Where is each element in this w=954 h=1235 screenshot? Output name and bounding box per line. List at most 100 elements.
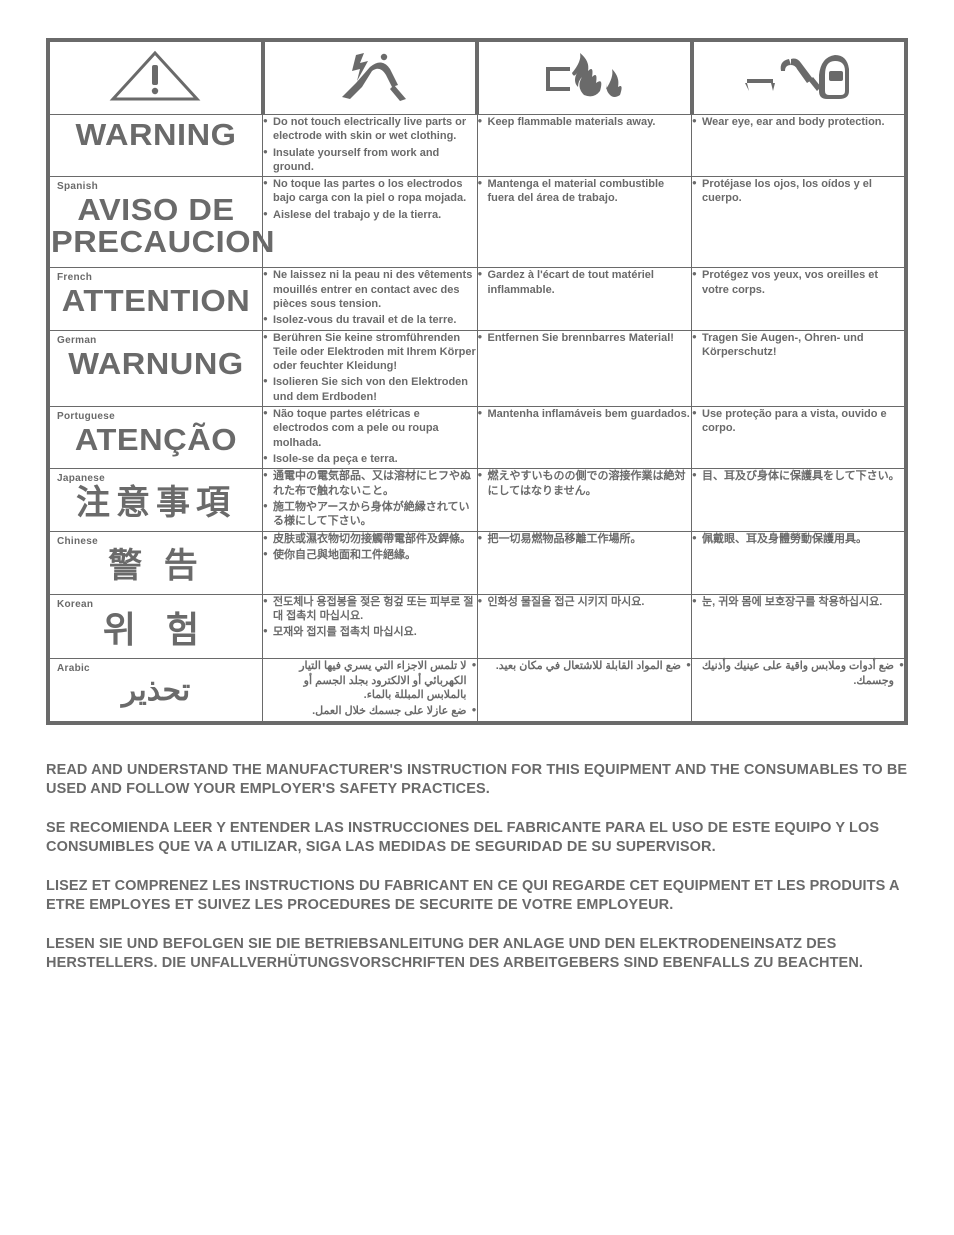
hazard-bullet: 눈, 귀와 몸에 보호장구를 착용하십시요.	[692, 595, 904, 609]
warning-word: 위 험	[56, 612, 256, 649]
warning-row: Spanish AVISO DE PRECAUCIONNo toque las p…	[48, 177, 906, 268]
hazard-cell: Ne laissez ni la peau ni des vêtements m…	[263, 268, 478, 330]
hazard-bullet: Isolieren Sie sich von den Elektroden un…	[263, 375, 477, 404]
hazard-cell: ضع أدوات وملابس واقية على عينيك وأذنيك و…	[692, 659, 907, 723]
language-tag: Korean	[57, 599, 256, 610]
warning-word: 注意事項	[56, 486, 256, 521]
icon-cell-ppe	[692, 40, 907, 115]
hazard-bullet: 燃えやすいものの側での溶接作業は絶対にしてはなりません。	[478, 469, 692, 498]
warning-word: WARNING	[51, 119, 261, 151]
language-tag: Chinese	[57, 536, 256, 547]
hazard-bullet: Do not touch electrically live parts or …	[263, 115, 477, 144]
hazard-bullet: Aislese del trabajo y de la tierra.	[263, 208, 477, 222]
hazard-cell: Protégez vos yeux, vos oreilles et votre…	[692, 268, 907, 330]
hazard-bullet: Insulate yourself from work and ground.	[263, 146, 477, 175]
hazard-bullet: 전도체나 용접봉을 젖은 헝겊 또는 피부로 절대 접촉치 마십시요.	[263, 595, 477, 624]
hazard-bullet: Ne laissez ni la peau ni des vêtements m…	[263, 268, 477, 311]
hazard-bullet: 通電中の電気部品、又は溶材にヒフやぬれた布で触れないこと。	[263, 469, 477, 498]
hazard-bullet: No toque las partes o los electrodos baj…	[263, 177, 477, 206]
hazard-bullet: ضع أدوات وملابس واقية على عينيك وأذنيك و…	[692, 659, 904, 688]
hazard-cell: Use proteção para a vista, ouvido e corp…	[692, 407, 907, 469]
hazard-bullet: 佩戴眼、耳及身體勞動保護用具。	[692, 532, 904, 546]
warning-row: French ATTENTIONNe laissez ni la peau ni …	[48, 268, 906, 330]
hazard-cell: Gardez à l'écart de tout matériel inflam…	[477, 268, 692, 330]
hazard-bullet: Wear eye, ear and body protection.	[692, 115, 904, 129]
safety-sheet: WARNINGDo not touch electrically live pa…	[0, 0, 954, 1034]
icon-cell-shock	[263, 40, 478, 115]
warning-word: ATENÇÃO	[51, 424, 261, 456]
hazard-bullet: Isolez-vous du travail et de la terre.	[263, 313, 477, 327]
warning-word: 警 告	[56, 549, 256, 584]
icon-cell-caution	[48, 40, 263, 115]
language-tag: Portuguese	[57, 411, 256, 422]
language-cell: WARNING	[48, 115, 263, 177]
language-cell: Spanish AVISO DE PRECAUCION	[48, 177, 263, 268]
warning-word: ATTENTION	[51, 285, 261, 317]
footer-paragraph: SE RECOMIENDA LEER Y ENTENDER LAS INSTRU…	[46, 819, 908, 857]
hazard-cell: ضع المواد القابلة للاشتعال في مكان بعيد.	[477, 659, 692, 723]
hazard-bullet: 인화성 물질을 접근 시키지 마시요.	[478, 595, 692, 609]
hazard-cell: Keep flammable materials away.	[477, 115, 692, 177]
hazard-bullet: 目、耳及び身体に保護具をして下さい。	[692, 469, 904, 483]
warning-row: Portuguese ATENÇÃONão toque partes elétri…	[48, 407, 906, 469]
warning-word: تحذير	[56, 676, 256, 707]
hazard-cell: لا تلمس الاجزاء التي يسري فيها التيار ال…	[263, 659, 478, 723]
hazard-cell: 通電中の電気部品、又は溶材にヒフやぬれた布で触れないこと。施工物やアースから身体…	[263, 469, 478, 532]
hazard-cell: 佩戴眼、耳及身體勞動保護用具。	[692, 531, 907, 594]
language-tag: Arabic	[57, 663, 256, 674]
footer-instructions: READ AND UNDERSTAND THE MANUFACTURER'S I…	[46, 761, 908, 974]
language-cell: Japanese 注意事項	[48, 469, 263, 532]
hazard-bullet: Protégez vos yeux, vos oreilles et votre…	[692, 268, 904, 297]
warning-word: AVISO DE PRECAUCION	[51, 194, 261, 257]
warning-row: Korean 위 험전도체나 용접봉을 젖은 헝겊 또는 피부로 절대 접촉치 마…	[48, 594, 906, 659]
footer-paragraph: READ AND UNDERSTAND THE MANUFACTURER'S I…	[46, 761, 908, 799]
hazard-cell: 인화성 물질을 접근 시키지 마시요.	[477, 594, 692, 659]
hazard-bullet: 把一切易燃物品移離工作場所。	[478, 532, 692, 546]
hazard-cell: Tragen Sie Augen-, Ohren- und Körperschu…	[692, 330, 907, 406]
language-cell: French ATTENTION	[48, 268, 263, 330]
hazard-bullet: Mantenga el material combustible fuera d…	[478, 177, 692, 206]
warning-row: GermanWARNUNGBerühren Sie keine stromfüh…	[48, 330, 906, 406]
hazard-bullet: Gardez à l'écart de tout matériel inflam…	[478, 268, 692, 297]
hazard-bullet: Tragen Sie Augen-, Ohren- und Körperschu…	[692, 331, 904, 360]
hazard-cell: Não toque partes elétricas e electrodos …	[263, 407, 478, 469]
icon-row	[48, 40, 906, 115]
hazard-bullet: 모재와 접지를 접촉치 마십시요.	[263, 625, 477, 639]
hazard-cell: No toque las partes o los electrodos baj…	[263, 177, 478, 268]
hazard-bullet: Mantenha inflamáveis bem guardados.	[478, 407, 692, 421]
language-cell: Portuguese ATENÇÃO	[48, 407, 263, 469]
footer-paragraph: LISEZ ET COMPRENEZ LES INSTRUCTIONS DU F…	[46, 877, 908, 915]
hazard-bullet: Protéjase los ojos, los oídos y el cuerp…	[692, 177, 904, 206]
hazard-cell: 燃えやすいものの側での溶接作業は絶対にしてはなりません。	[477, 469, 692, 532]
hazard-cell: Berühren Sie keine stromführenden Teile …	[263, 330, 478, 406]
hazard-bullet: 使你自己與地面和工件絕緣。	[263, 548, 477, 562]
hazard-cell: 皮肤或濕衣物切勿接觸帶電部件及銲條。使你自己與地面和工件絕緣。	[263, 531, 478, 594]
language-tag: French	[57, 272, 256, 283]
ppe-icon	[739, 47, 859, 105]
language-cell: Chinese 警 告	[48, 531, 263, 594]
hazard-bullet: Isole-se da peça e terra.	[263, 452, 477, 466]
warning-row: Arabic تحذيرلا تلمس الاجزاء التي يسري فيه…	[48, 659, 906, 723]
hazard-bullet: Berühren Sie keine stromführenden Teile …	[263, 331, 477, 374]
footer-paragraph: LESEN SIE UND BEFOLGEN SIE DIE BETRIEBSA…	[46, 935, 908, 973]
hazard-cell: 눈, 귀와 몸에 보호장구를 착용하십시요.	[692, 594, 907, 659]
hazard-cell: Mantenga el material combustible fuera d…	[477, 177, 692, 268]
hazard-cell: 전도체나 용접봉을 젖은 헝겊 또는 피부로 절대 접촉치 마십시요.모재와 접…	[263, 594, 478, 659]
language-tag: Japanese	[57, 473, 256, 484]
language-cell: Korean 위 험	[48, 594, 263, 659]
hazard-bullet: Entfernen Sie brennbarres Material!	[478, 331, 692, 345]
hazard-cell: Protéjase los ojos, los oídos y el cuerp…	[692, 177, 907, 268]
fire-hazard-icon	[524, 47, 644, 105]
warning-row: Japanese 注意事項通電中の電気部品、又は溶材にヒフやぬれた布で触れないこと…	[48, 469, 906, 532]
language-tag: Spanish	[57, 181, 256, 192]
icon-cell-fire	[477, 40, 692, 115]
caution-triangle-icon	[95, 47, 215, 105]
hazard-cell: Entfernen Sie brennbarres Material!	[477, 330, 692, 406]
hazard-bullet: 施工物やアースから身体が絶縁されている様にして下さい。	[263, 500, 477, 529]
warning-row: WARNINGDo not touch electrically live pa…	[48, 115, 906, 177]
warning-row: Chinese 警 告皮肤或濕衣物切勿接觸帶電部件及銲條。使你自己與地面和工件絕緣…	[48, 531, 906, 594]
electric-shock-icon	[310, 47, 430, 105]
hazard-bullet: ضع المواد القابلة للاشتعال في مكان بعيد.	[478, 659, 692, 673]
hazard-cell: Do not touch electrically live parts or …	[263, 115, 478, 177]
hazard-bullet: Keep flammable materials away.	[478, 115, 692, 129]
